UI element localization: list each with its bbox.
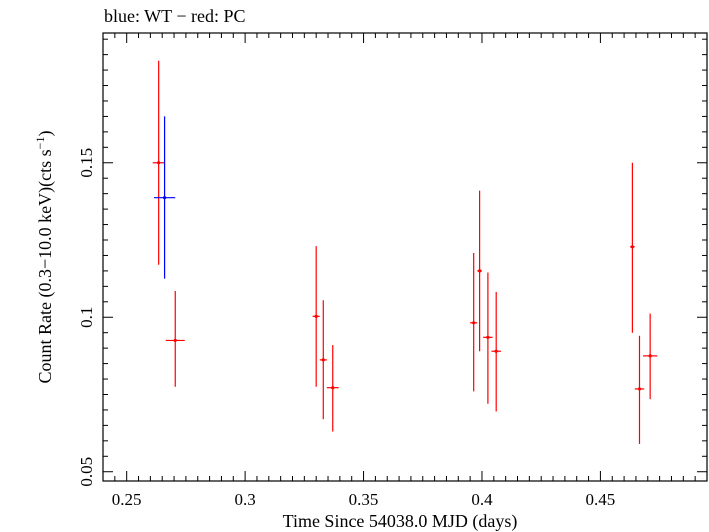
x-tick-label: 0.4 [471,490,493,509]
x-tick-label: 0.45 [586,490,616,509]
error-bar-point [470,252,478,392]
y-axis-label-exponent: −1 [33,137,47,150]
error-bar-point [153,116,176,279]
y-axis-label: Count Rate (0.3−10.0 keV)(cts s−1) [33,131,56,384]
y-tick-label: 0.05 [77,457,96,487]
data-marker [486,335,490,339]
x-axis-ticks: 0.25 0.3 0.35 0.4 0.45 [102,33,696,509]
data-marker [321,358,325,362]
y-axis-ticks: 0.05 0.1 0.15 [77,38,707,487]
x-tick-label: 0.35 [349,490,379,509]
data-marker [648,354,652,358]
data-marker [157,161,161,165]
error-bar-point [483,272,493,404]
x-tick-label: 0.3 [234,490,255,509]
error-bar-point [643,313,658,400]
y-axis-label-main: Count Rate (0.3−10.0 keV)(cts s [35,149,56,383]
error-bar-point [326,345,339,432]
error-bar-point [491,291,501,412]
data-marker [630,245,634,249]
data-points [152,60,658,444]
data-marker [314,314,318,318]
error-bar-point [312,246,320,387]
chart-title: blue: WT − red: PC [104,6,245,26]
data-marker [331,386,335,390]
error-bar-point [634,335,645,444]
error-bar-point [165,290,185,387]
x-tick-label: 0.25 [112,490,142,509]
data-marker [478,269,482,273]
plot-frame [102,32,708,482]
error-bar-point [319,300,327,420]
x-axis-label: Time Since 54038.0 MJD (days) [283,511,518,532]
y-tick-label: 0.1 [77,307,96,328]
y-tick-label: 0.15 [77,148,96,178]
data-marker [637,387,642,391]
data-marker [472,321,476,325]
data-marker [162,196,167,200]
data-marker [173,338,177,343]
error-bar-point [477,190,482,352]
error-bar-point [630,162,635,333]
error-bar-point [152,60,165,265]
data-marker [494,349,498,353]
y-axis-label-close: ) [35,131,56,137]
